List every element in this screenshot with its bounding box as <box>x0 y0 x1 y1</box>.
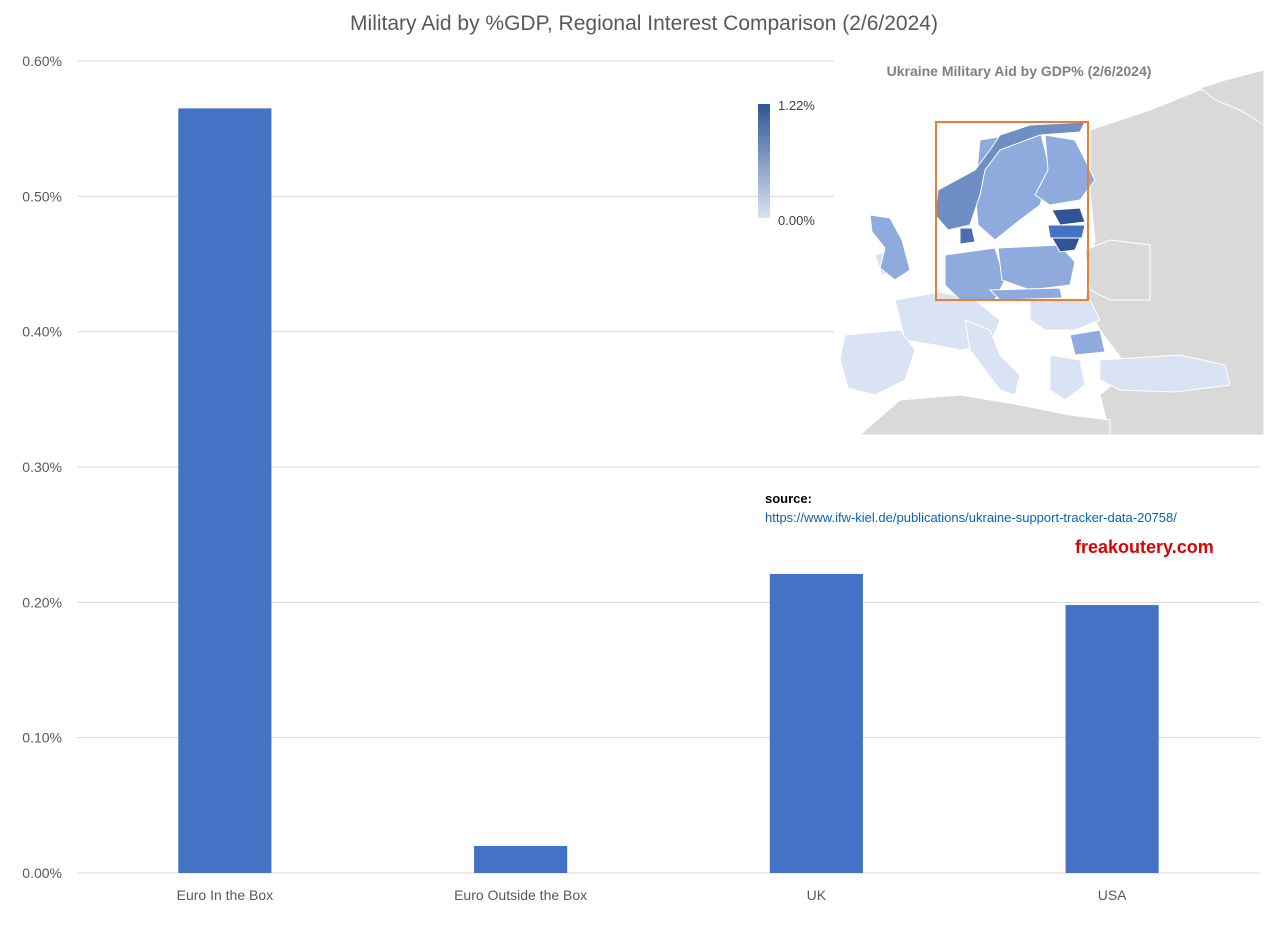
y-tick-label: 0.50% <box>22 188 62 204</box>
x-category-label: Euro Outside the Box <box>454 887 587 903</box>
region-highlight-box <box>935 121 1089 301</box>
inset-map: Ukraine Military Aid by GDP% (2/6/2024) … <box>758 60 1265 436</box>
bar <box>1065 605 1159 873</box>
y-tick-label: 0.20% <box>22 594 62 610</box>
land-grey <box>858 69 1265 436</box>
y-tick-label: 0.60% <box>22 53 62 69</box>
europe-light <box>839 247 1231 401</box>
color-scale-bar <box>758 104 770 218</box>
color-scale-min-label: 0.00% <box>778 213 815 228</box>
x-category-label: UK <box>807 887 827 903</box>
y-tick-label: 0.00% <box>22 865 62 881</box>
europe-strong <box>934 121 1086 253</box>
x-category-label: Euro In the Box <box>177 887 274 903</box>
color-scale-max-label: 1.22% <box>778 98 815 113</box>
bar <box>474 845 568 873</box>
inset-map-title: Ukraine Military Aid by GDP% (2/6/2024) <box>887 63 1152 79</box>
y-tick-label: 0.30% <box>22 459 62 475</box>
europe-medium <box>869 129 1106 356</box>
y-tick-label: 0.10% <box>22 730 62 746</box>
bars <box>178 108 1159 873</box>
source-link[interactable]: https://www.ifw-kiel.de/publications/ukr… <box>765 510 1177 525</box>
source-label: source: <box>765 491 812 506</box>
x-axis-labels: Euro In the Box Euro Outside the Box UK USA <box>177 887 1128 903</box>
bar <box>769 573 863 873</box>
x-category-label: USA <box>1098 887 1127 903</box>
bar <box>178 108 272 873</box>
gridlines <box>77 60 1260 874</box>
y-tick-label: 0.40% <box>22 324 62 340</box>
y-axis-ticks: 0.00% 0.10% 0.20% 0.30% 0.40% 0.50% 0.60% <box>22 53 62 881</box>
brand-watermark: freakoutery.com <box>1075 537 1214 557</box>
chart-title: Military Aid by %GDP, Regional Interest … <box>350 12 938 35</box>
